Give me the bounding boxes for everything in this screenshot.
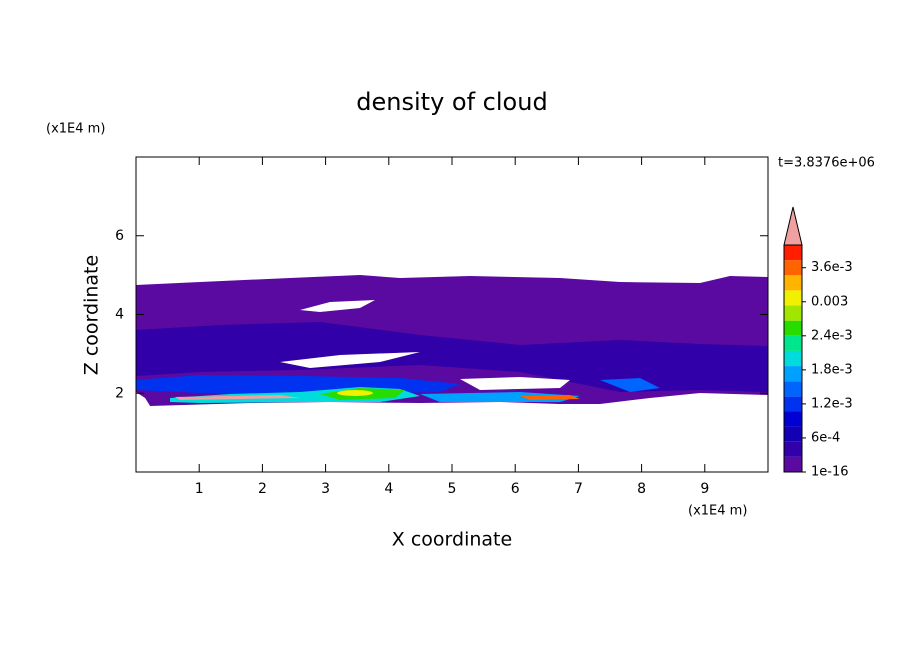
x-axis-label: X coordinate	[392, 529, 512, 551]
x-unit: (x1E4 m)	[688, 504, 747, 519]
colorbar-band	[784, 335, 802, 351]
colorbar-band	[784, 411, 802, 427]
contour-field	[136, 275, 768, 406]
colorbar-tick-label: 3.6e-3	[811, 260, 853, 275]
colorbar-band	[784, 426, 802, 442]
colorbar-band	[784, 305, 802, 321]
y-unit: (x1E4 m)	[46, 122, 105, 137]
colorbar-band	[784, 260, 802, 276]
x-tick-label: 4	[384, 481, 393, 497]
x-tick-label: 6	[511, 481, 520, 497]
colorbar-tick-label: 1.8e-3	[811, 362, 853, 377]
colorbar-frame	[783, 244, 803, 473]
time-label: t=3.8376e+06	[778, 156, 875, 171]
x-tick-label: 9	[700, 481, 709, 497]
contour-fill	[520, 395, 580, 400]
y-tick-label: 2	[115, 385, 124, 401]
colorbar-tick-label: 2.4e-3	[811, 328, 853, 343]
colorbar-band	[784, 381, 802, 397]
colorbar-band	[784, 275, 802, 291]
colorbar-band	[784, 366, 802, 382]
y-tick-label: 4	[115, 307, 124, 323]
y-axis-label: Z coordinate	[81, 255, 103, 375]
contour-fill	[175, 395, 300, 400]
x-tick-label: 7	[574, 481, 583, 497]
contour-hole	[136, 393, 150, 406]
x-tick-label: 1	[195, 481, 204, 497]
contour-fill	[600, 378, 660, 392]
contour-hole	[460, 377, 570, 390]
x-tick-label: 3	[321, 481, 330, 497]
colorbar-tick-label: 0.003	[811, 294, 848, 309]
contour-hole	[300, 300, 375, 312]
y-tick-label: 6	[115, 228, 124, 244]
x-tick-label: 5	[448, 481, 457, 497]
colorbar-band	[784, 245, 802, 261]
contour-fill	[136, 322, 768, 392]
colorbar-band	[784, 290, 802, 306]
colorbar-tick-label: 6e-4	[811, 430, 840, 445]
colorbar-extend	[783, 206, 803, 246]
chart-title: density of cloud	[356, 88, 547, 116]
colorbar-tick-label: 1e-16	[811, 465, 849, 480]
x-tick-label: 8	[637, 481, 646, 497]
colorbar-band	[784, 456, 802, 472]
colorbar-band	[784, 396, 802, 412]
colorbar-band	[784, 320, 802, 336]
contour-hole	[280, 352, 420, 368]
colorbar-band	[784, 350, 802, 367]
contour-fill	[337, 390, 373, 396]
colorbar-band	[784, 441, 802, 457]
colorbar-tick-label: 1.2e-3	[811, 396, 853, 411]
x-tick-label: 2	[258, 481, 267, 497]
